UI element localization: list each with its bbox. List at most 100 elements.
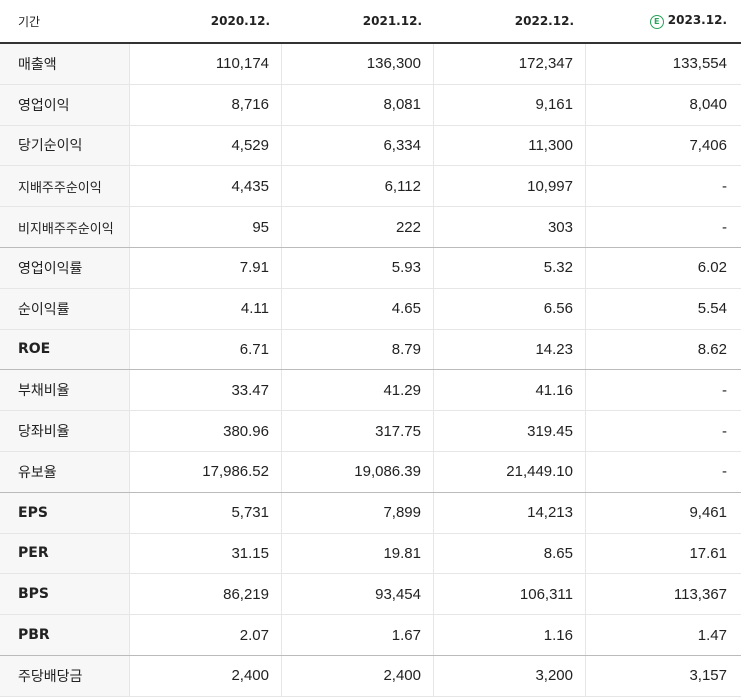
row-value: 6,334 — [282, 125, 434, 166]
row-value: 8.62 — [697, 340, 727, 358]
row-label: 영업이익 — [0, 84, 130, 125]
table-row: ROE 6.71 8.79 14.23 8.62 — [0, 329, 741, 371]
row-value: 8.65 — [434, 533, 586, 574]
row-label: 당기순이익 — [0, 125, 130, 166]
row-value: 14,213 — [434, 492, 586, 533]
col-header-2023-label: 2023.12. — [667, 13, 727, 28]
row-label: 비지배주주순이익 — [0, 207, 130, 247]
table-row: BPS 86,219 93,454 106,311 113,367 — [0, 574, 741, 616]
row-value: 41.16 — [434, 370, 586, 411]
row-value: 319.45 — [434, 411, 586, 451]
row-value: 222 — [282, 207, 434, 247]
row-value: 4,435 — [130, 166, 282, 207]
table-row: EPS 5,731 7,899 14,213 9,461 — [0, 492, 741, 534]
row-label: 유보율 — [0, 451, 130, 492]
table-row: 영업이익 8,716 8,081 9,161 8,040 — [0, 84, 741, 126]
table-row: 주당배당금 2,400 2,400 3,200 3,157 — [0, 655, 741, 697]
row-value: 14.23 — [434, 329, 586, 370]
row-value: 3,200 — [434, 655, 586, 696]
row-value: 8,716 — [130, 84, 282, 125]
col-header-2022: 2022.12. — [514, 14, 574, 28]
table-row: 매출액 110,174 136,300 172,347 133,554 — [0, 44, 741, 85]
row-value: 4,529 — [130, 125, 282, 166]
row-value: 7,406 — [689, 136, 727, 154]
table-row: PER 31.15 19.81 8.65 17.61 — [0, 533, 741, 575]
row-label: BPS — [0, 574, 130, 615]
row-label: PBR — [0, 615, 130, 655]
table-row: 당기순이익 4,529 6,334 11,300 7,406 — [0, 125, 741, 167]
row-value: 11,300 — [434, 125, 586, 166]
row-value: - — [722, 463, 727, 481]
table-row: PBR 2.07 1.67 1.16 1.47 — [0, 615, 741, 656]
row-value: 5.93 — [282, 247, 434, 288]
row-value: 4.11 — [130, 288, 282, 329]
row-value: 9,461 — [689, 504, 727, 522]
row-label: 지배주주순이익 — [0, 166, 130, 207]
row-value: 1.47 — [697, 626, 727, 644]
row-value: 8,081 — [282, 84, 434, 125]
row-value: 172,347 — [434, 44, 586, 84]
row-label: 당좌비율 — [0, 411, 130, 451]
row-value: 9,161 — [434, 84, 586, 125]
row-value: 5.32 — [434, 247, 586, 288]
row-label: 순이익률 — [0, 288, 130, 329]
table-row: 순이익률 4.11 4.65 6.56 5.54 — [0, 288, 741, 330]
row-value: 95 — [130, 207, 282, 247]
table-body: 매출액 110,174 136,300 172,347 133,554 영업이익 8,716… — [0, 44, 741, 697]
row-value: 19,086.39 — [282, 451, 434, 492]
row-value: 33.47 — [130, 370, 282, 411]
row-label: ROE — [0, 329, 130, 370]
row-value: 2,400 — [130, 655, 282, 696]
row-value: 1.16 — [434, 615, 586, 655]
table-row: 지배주주순이익 4,435 6,112 10,997 - — [0, 166, 741, 208]
row-value: 7,899 — [282, 492, 434, 533]
row-value: 86,219 — [130, 574, 282, 615]
row-value: 317.75 — [282, 411, 434, 451]
row-value: 7.91 — [130, 247, 282, 288]
row-value: - — [722, 381, 727, 399]
row-value: 6.56 — [434, 288, 586, 329]
row-value: 2,400 — [282, 655, 434, 696]
row-value: - — [722, 218, 727, 236]
row-value: 3,157 — [689, 667, 727, 685]
row-value: 106,311 — [434, 574, 586, 615]
row-value: 6.02 — [697, 259, 727, 277]
row-value: 133,554 — [672, 55, 727, 73]
table-row: 당좌비율 380.96 317.75 319.45 - — [0, 411, 741, 452]
col-header-2023: E 2023.12. — [586, 13, 739, 29]
estimate-icon: E — [649, 14, 664, 29]
row-label: 주당배당금 — [0, 655, 130, 696]
row-label: 매출액 — [0, 44, 130, 84]
row-value: 10,997 — [434, 166, 586, 207]
row-value: - — [722, 177, 727, 195]
row-value: 6.71 — [130, 329, 282, 370]
row-value: 17,986.52 — [130, 451, 282, 492]
row-value: 2.07 — [130, 615, 282, 655]
row-value: 113,367 — [673, 585, 727, 603]
row-value: 5.54 — [697, 300, 727, 318]
col-header-2021: 2021.12. — [362, 14, 422, 28]
row-value: 8,040 — [689, 96, 727, 114]
table-row: 비지배주주순이익 95 222 303 - — [0, 207, 741, 248]
row-label: 영업이익률 — [0, 247, 130, 288]
table-row: 부채비율 33.47 41.29 41.16 - — [0, 370, 741, 412]
row-value: 21,449.10 — [434, 451, 586, 492]
row-value: 1.67 — [282, 615, 434, 655]
row-value: 380.96 — [130, 411, 282, 451]
row-value: 136,300 — [282, 44, 434, 84]
row-value: - — [722, 422, 727, 440]
row-value: 303 — [434, 207, 586, 247]
table-header: 기간 2020.12. 2021.12. 2022.12. E 2023.12. — [0, 0, 741, 44]
row-value: 6,112 — [282, 166, 434, 207]
row-value: 31.15 — [130, 533, 282, 574]
row-value: 17.61 — [689, 544, 727, 562]
col-header-2020: 2020.12. — [210, 14, 270, 28]
row-label: 부채비율 — [0, 370, 130, 411]
row-label: PER — [0, 533, 130, 574]
table-row: 영업이익률 7.91 5.93 5.32 6.02 — [0, 247, 741, 289]
row-value: 8.79 — [282, 329, 434, 370]
row-value: 110,174 — [130, 44, 282, 84]
row-value: 41.29 — [282, 370, 434, 411]
period-label: 기간 — [18, 14, 41, 29]
